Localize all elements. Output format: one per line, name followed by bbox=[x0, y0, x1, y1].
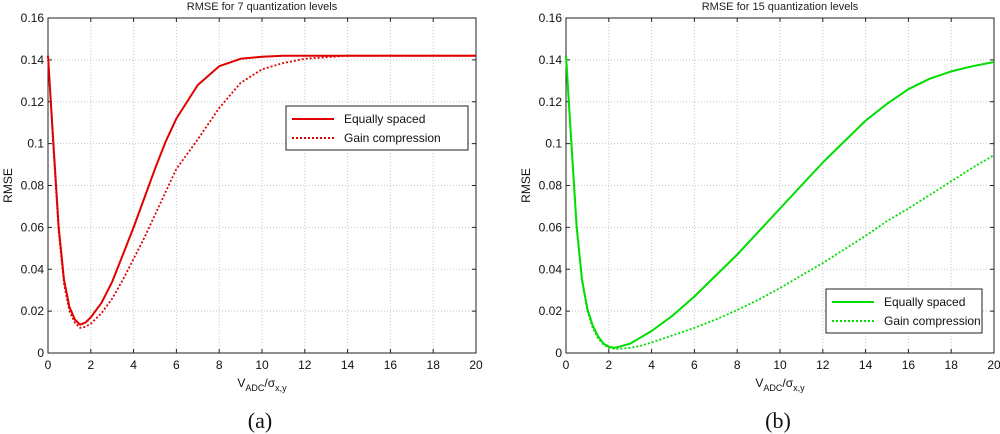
x-tick-label: 14 bbox=[859, 358, 873, 372]
x-tick-label: 10 bbox=[255, 358, 269, 372]
x-axis-label: VADC/σx,y bbox=[237, 376, 287, 393]
x-tick-label: 4 bbox=[130, 358, 137, 372]
chart-title: RMSE for 15 quantization levels bbox=[702, 1, 859, 13]
x-tick-label: 2 bbox=[605, 358, 612, 372]
legend-label-0: Equally spaced bbox=[884, 295, 965, 309]
legend-label-1: Gain compression bbox=[344, 131, 441, 145]
legend-box bbox=[825, 288, 983, 334]
x-tick-label: 8 bbox=[216, 358, 223, 372]
series-line-1 bbox=[565, 55, 995, 350]
panel-caption: (b) bbox=[765, 408, 791, 433]
x-tick-label: 16 bbox=[902, 358, 916, 372]
x-tick-label: 12 bbox=[298, 358, 312, 372]
x-tick-label: 20 bbox=[469, 358, 483, 372]
x-axis-label: VADC/σx,y bbox=[755, 376, 805, 393]
chart-panel-0: 0 2 4 6 8 10 12 14 16 18 20 0 0.02 0.04 0.06 0.08 0.1 0.1… bbox=[1, 1, 483, 433]
y-tick-label: 0.06 bbox=[21, 220, 45, 234]
x-tick-label: 20 bbox=[987, 358, 1000, 372]
x-tick-label: 2 bbox=[87, 358, 94, 372]
y-tick-label: 0.08 bbox=[21, 179, 45, 193]
x-tick-label: 12 bbox=[816, 358, 830, 372]
y-tick-label: 0.12 bbox=[539, 95, 563, 109]
axes-frame bbox=[47, 17, 477, 354]
y-tick-label: 0 bbox=[37, 346, 44, 360]
y-tick-label: 0.16 bbox=[21, 11, 45, 25]
legend-box bbox=[285, 105, 469, 151]
legend: Equally spaced Gain compression bbox=[825, 288, 983, 334]
series-line-1 bbox=[47, 54, 476, 329]
chart-panel-1: 0 2 4 6 8 10 12 14 16 18 20 0 0.02 0.04 0.06 0.08 0.1 0.1… bbox=[519, 1, 1000, 433]
x-tick-label: 16 bbox=[384, 358, 398, 372]
y-tick-label: 0.1 bbox=[27, 137, 44, 151]
x-tick-label: 0 bbox=[563, 358, 570, 372]
x-tick-label: 4 bbox=[648, 358, 655, 372]
x-tick-label: 6 bbox=[173, 358, 180, 372]
x-tick-label: 18 bbox=[945, 358, 959, 372]
x-tick-label: 18 bbox=[427, 358, 441, 372]
y-tick-label: 0.02 bbox=[539, 304, 563, 318]
legend-label-1: Gain compression bbox=[884, 314, 981, 328]
y-tick-label: 0.04 bbox=[21, 262, 45, 276]
x-tick-label: 14 bbox=[341, 358, 355, 372]
x-tick-label: 0 bbox=[45, 358, 52, 372]
y-tick-label: 0.02 bbox=[21, 304, 45, 318]
y-tick-label: 0.12 bbox=[21, 95, 45, 109]
chart-title: RMSE for 7 quantization levels bbox=[187, 1, 338, 13]
legend-label-0: Equally spaced bbox=[344, 112, 425, 126]
y-tick-label: 0.14 bbox=[21, 53, 45, 67]
y-axis-label: RMSE bbox=[1, 168, 15, 203]
y-tick-label: 0.14 bbox=[539, 53, 563, 67]
y-tick-label: 0.16 bbox=[539, 11, 563, 25]
x-tick-label: 8 bbox=[734, 358, 741, 372]
y-tick-label: 0 bbox=[555, 346, 562, 360]
y-tick-label: 0.06 bbox=[539, 220, 563, 234]
y-tick-label: 0.04 bbox=[539, 262, 563, 276]
y-axis-label: RMSE bbox=[519, 168, 533, 203]
series-line-0 bbox=[47, 54, 476, 326]
legend: Equally spaced Gain compression bbox=[285, 105, 469, 151]
x-tick-label: 10 bbox=[773, 358, 787, 372]
y-tick-label: 0.08 bbox=[539, 179, 563, 193]
panel-caption: (a) bbox=[248, 408, 272, 433]
y-tick-label: 0.1 bbox=[545, 137, 562, 151]
x-tick-label: 6 bbox=[691, 358, 698, 372]
axes-frame bbox=[565, 17, 995, 354]
